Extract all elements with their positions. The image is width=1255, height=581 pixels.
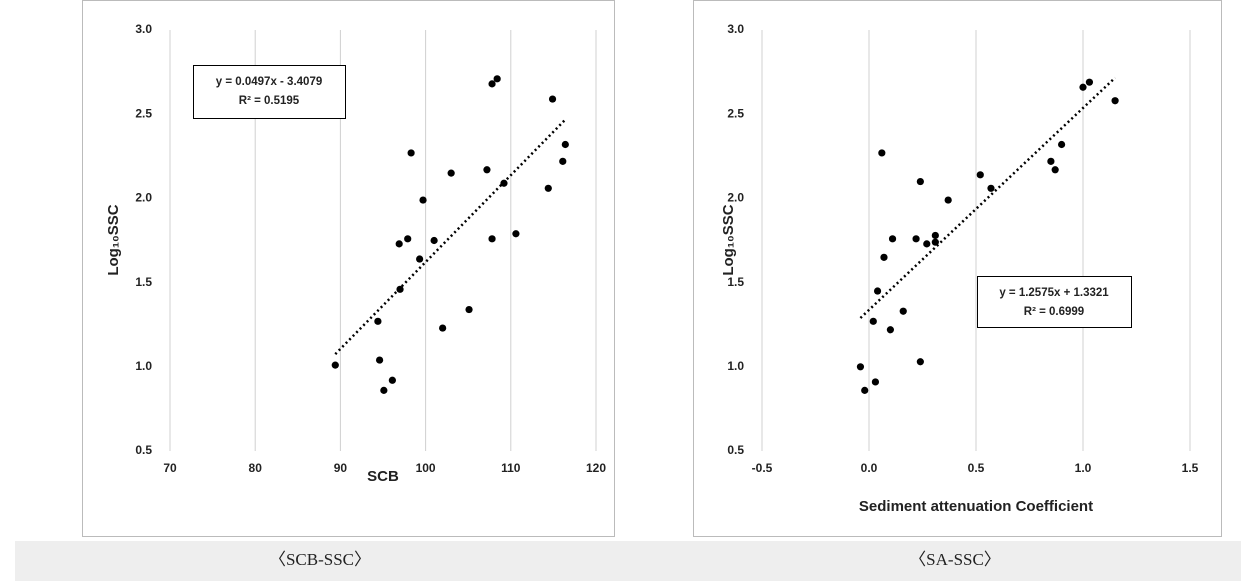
panel-border xyxy=(82,0,615,537)
point xyxy=(987,184,995,192)
caption-bar xyxy=(15,541,1241,581)
y-tick-label: 1.0 xyxy=(727,359,744,373)
point xyxy=(869,317,877,325)
point xyxy=(500,179,508,187)
point xyxy=(888,235,897,243)
point xyxy=(899,307,907,315)
trendline xyxy=(334,118,567,355)
y-tick-label: 2.5 xyxy=(727,106,744,120)
point xyxy=(430,236,438,245)
caption: 〈SCB-SSC〉 xyxy=(269,550,371,569)
y-tick-label: 3.0 xyxy=(727,22,744,36)
point xyxy=(944,196,952,204)
point xyxy=(873,287,882,295)
point xyxy=(916,358,924,366)
equation-box xyxy=(193,65,346,119)
x-tick-label: 1.5 xyxy=(1182,461,1199,475)
x-tick-label: 90 xyxy=(334,461,348,475)
point xyxy=(396,285,404,293)
point xyxy=(912,235,920,243)
y-tick-label: 2.0 xyxy=(727,191,744,205)
y-tick-label: 2.5 xyxy=(135,106,152,120)
point xyxy=(407,149,415,157)
r-squared: R² = 0.6999 xyxy=(1024,306,1084,318)
point xyxy=(416,255,424,263)
y-tick-label: 2.0 xyxy=(135,191,152,205)
point xyxy=(395,240,403,248)
point xyxy=(561,140,569,149)
point xyxy=(871,378,880,386)
point xyxy=(331,361,339,369)
equation-box xyxy=(977,276,1132,328)
point xyxy=(1079,83,1087,91)
x-axis-label: Sediment attenuation Coefficient xyxy=(859,498,1093,515)
x-axis-label: SCB xyxy=(367,468,399,485)
point xyxy=(861,386,869,394)
y-tick-label: 1.5 xyxy=(135,275,152,289)
equation: y = 0.0497x - 3.4079 xyxy=(216,76,322,88)
point xyxy=(512,230,520,238)
point xyxy=(374,317,382,325)
point xyxy=(493,75,501,83)
point xyxy=(380,386,388,394)
point xyxy=(1085,78,1094,86)
point xyxy=(916,177,924,186)
r-squared: R² = 0.5195 xyxy=(239,95,300,107)
point xyxy=(447,169,455,177)
x-tick-label: -0.5 xyxy=(752,461,773,475)
point xyxy=(1047,157,1055,165)
y-tick-label: 0.5 xyxy=(135,443,152,457)
panel-border xyxy=(693,0,1222,537)
point xyxy=(483,166,491,174)
y-tick-label: 3.0 xyxy=(135,22,152,36)
point xyxy=(976,171,984,179)
point xyxy=(388,376,396,384)
point xyxy=(488,80,496,88)
x-tick-label: 1.0 xyxy=(1075,461,1092,475)
trendline xyxy=(859,76,1116,319)
x-tick-label: 110 xyxy=(501,461,521,475)
point xyxy=(880,253,888,261)
point xyxy=(1111,97,1119,105)
x-tick-label: 100 xyxy=(416,461,436,475)
y-tick-label: 0.5 xyxy=(727,443,744,457)
point xyxy=(1051,166,1059,174)
x-tick-label: 120 xyxy=(586,461,606,475)
x-tick-label: 0.5 xyxy=(968,461,985,475)
point xyxy=(559,157,567,165)
point xyxy=(544,184,552,192)
point xyxy=(878,149,886,157)
point xyxy=(923,240,931,248)
point xyxy=(375,356,384,364)
y-axis-label: Log₁₀SSC xyxy=(105,204,122,275)
x-tick-label: 70 xyxy=(163,461,177,475)
point xyxy=(465,305,473,314)
point xyxy=(488,235,496,243)
y-tick-label: 1.5 xyxy=(727,275,744,289)
y-tick-label: 1.0 xyxy=(135,359,152,373)
point xyxy=(404,235,412,243)
point xyxy=(439,324,447,332)
point xyxy=(1058,140,1066,149)
point xyxy=(931,231,939,240)
point xyxy=(931,238,939,246)
y-axis-label: Log₁₀SSC xyxy=(720,204,737,275)
point xyxy=(548,95,557,103)
caption: 〈SA-SSC〉 xyxy=(909,550,1001,569)
equation: y = 1.2575x + 1.3321 xyxy=(999,287,1109,299)
point xyxy=(856,363,865,371)
point xyxy=(419,196,427,204)
point xyxy=(886,326,895,334)
x-tick-label: 0.0 xyxy=(861,461,878,475)
x-tick-label: 80 xyxy=(249,461,263,475)
